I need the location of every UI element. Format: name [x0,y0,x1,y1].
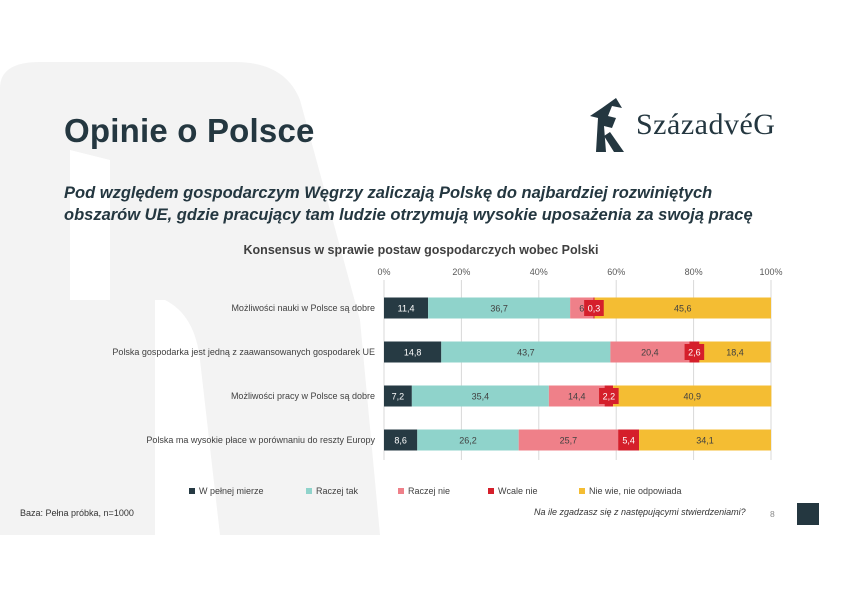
data-label: 7,2 [392,392,405,402]
data-label: 43,7 [517,348,535,358]
chart-title: Konsensus w sprawie postaw gospodarczych… [243,243,599,257]
bar-segment [411,385,549,407]
logo-text: SzázadvéG [636,108,776,141]
bar-segment [384,341,442,363]
bar-segment [613,385,772,407]
bar-segment [639,429,771,451]
category-label: Polska ma wysokie płace w porównaniu do … [146,435,375,445]
bar-segment [441,341,611,363]
bar-segment [417,429,519,451]
footer-base-note: Baza: Pełna próbka, n=1000 [20,508,134,518]
bar-segment [384,429,418,451]
data-label: 25,7 [560,436,578,446]
data-label: 20,4 [641,348,659,358]
legend-label: Wcale nie [498,486,538,496]
data-label: 5,4 [622,436,635,446]
bar-segment [548,385,605,407]
bar-segment [594,297,771,319]
legend-swatch [306,488,312,494]
legend-label: W pełnej mierze [199,486,264,496]
data-label-box [584,300,604,316]
data-label: 11,4 [398,304,415,314]
x-tick-label: 60% [607,267,625,277]
data-label: 0,3 [588,304,601,314]
data-label: 34,1 [696,436,714,446]
x-tick-label: 80% [685,267,703,277]
bar-segment [428,297,571,319]
data-label-box [684,344,705,360]
legend-label: Raczej nie [408,486,450,496]
data-label: 36,7 [490,304,508,314]
data-label: 14,8 [404,348,422,358]
data-label: 26,2 [459,436,477,446]
x-tick-label: 20% [452,267,470,277]
data-label-box [599,388,619,404]
legend-label: Nie wie, nie odpowiada [589,486,682,496]
bar-segment [618,429,640,451]
x-tick-label: 100% [759,267,782,277]
data-label: 45,6 [674,304,692,314]
page-number: 8 [770,509,775,519]
bar-segment [699,341,771,363]
x-tick-label: 0% [377,267,390,277]
legend-label: Raczej tak [316,486,359,496]
legend-swatch [189,488,195,494]
category-label: Możliwości nauki w Polsce są dobre [231,303,375,313]
stacked-bar-chart: 0% 20% 40% 60% 80% 100% Możliwości nauki w Pol… [112,267,782,496]
legend-swatch [488,488,494,494]
bar-segment [518,429,619,451]
category-label: Polska gospodarka jest jedną z zaawansow… [112,347,375,357]
logo-mark-icon [590,98,624,152]
data-label: 2,2 [603,392,616,402]
page-title: Opinie o Polsce [64,112,315,149]
category-label: Możliwości pracy w Polsce są dobre [231,391,375,401]
x-tick-label: 40% [530,267,548,277]
brand-logo: SzázadvéG [586,96,826,156]
data-label: 35,4 [472,392,490,402]
page-subtitle: Pod względem gospodarczym Węgrzy zalicza… [64,184,753,224]
bar-segment [384,297,429,319]
bar-segment [610,341,690,363]
data-label: 8,6 [394,436,407,446]
data-label: 18,4 [726,348,744,358]
corner-square [797,503,819,525]
footer-question: Na ile zgadzasz się z następującymi stwi… [534,507,746,517]
data-label: 14,4 [568,392,586,402]
bar-segment [384,385,412,407]
data-label: 40,9 [683,392,701,402]
legend-swatch [579,488,585,494]
data-label: 2,6 [688,348,701,358]
legend-swatch [398,488,404,494]
data-label: 6 [579,304,584,314]
